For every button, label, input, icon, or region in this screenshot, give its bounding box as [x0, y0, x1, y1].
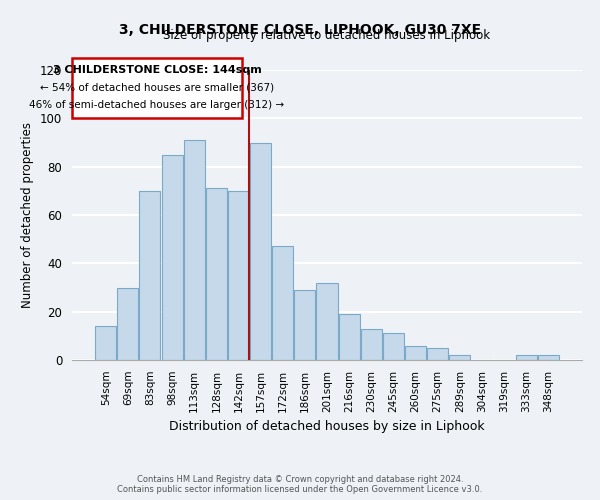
Bar	[515, 355, 536, 360]
Bar	[139, 191, 160, 360]
Bar	[538, 355, 559, 360]
Bar	[427, 348, 448, 360]
Text: Contains HM Land Registry data © Crown copyright and database right 2024.
Contai: Contains HM Land Registry data © Crown c…	[118, 474, 482, 494]
Y-axis label: Number of detached properties: Number of detached properties	[22, 122, 34, 308]
Text: ← 54% of detached houses are smaller (367): ← 54% of detached houses are smaller (36…	[40, 83, 274, 93]
Bar	[250, 142, 271, 360]
Bar	[383, 334, 404, 360]
Text: 3, CHILDERSTONE CLOSE, LIPHOOK, GU30 7XE: 3, CHILDERSTONE CLOSE, LIPHOOK, GU30 7XE	[119, 22, 481, 36]
Text: 46% of semi-detached houses are larger (312) →: 46% of semi-detached houses are larger (…	[29, 100, 284, 110]
Bar	[161, 154, 182, 360]
Bar	[361, 328, 382, 360]
Bar	[338, 314, 359, 360]
Bar	[272, 246, 293, 360]
Bar	[228, 191, 249, 360]
Bar	[206, 188, 227, 360]
X-axis label: Distribution of detached houses by size in Liphook: Distribution of detached houses by size …	[169, 420, 485, 433]
Bar	[295, 290, 316, 360]
Bar	[316, 282, 338, 360]
Text: 3 CHILDERSTONE CLOSE: 144sqm: 3 CHILDERSTONE CLOSE: 144sqm	[53, 66, 262, 76]
Bar	[95, 326, 116, 360]
Bar	[449, 355, 470, 360]
Bar	[118, 288, 139, 360]
Bar	[405, 346, 426, 360]
Bar	[184, 140, 205, 360]
Title: Size of property relative to detached houses in Liphook: Size of property relative to detached ho…	[163, 30, 491, 43]
